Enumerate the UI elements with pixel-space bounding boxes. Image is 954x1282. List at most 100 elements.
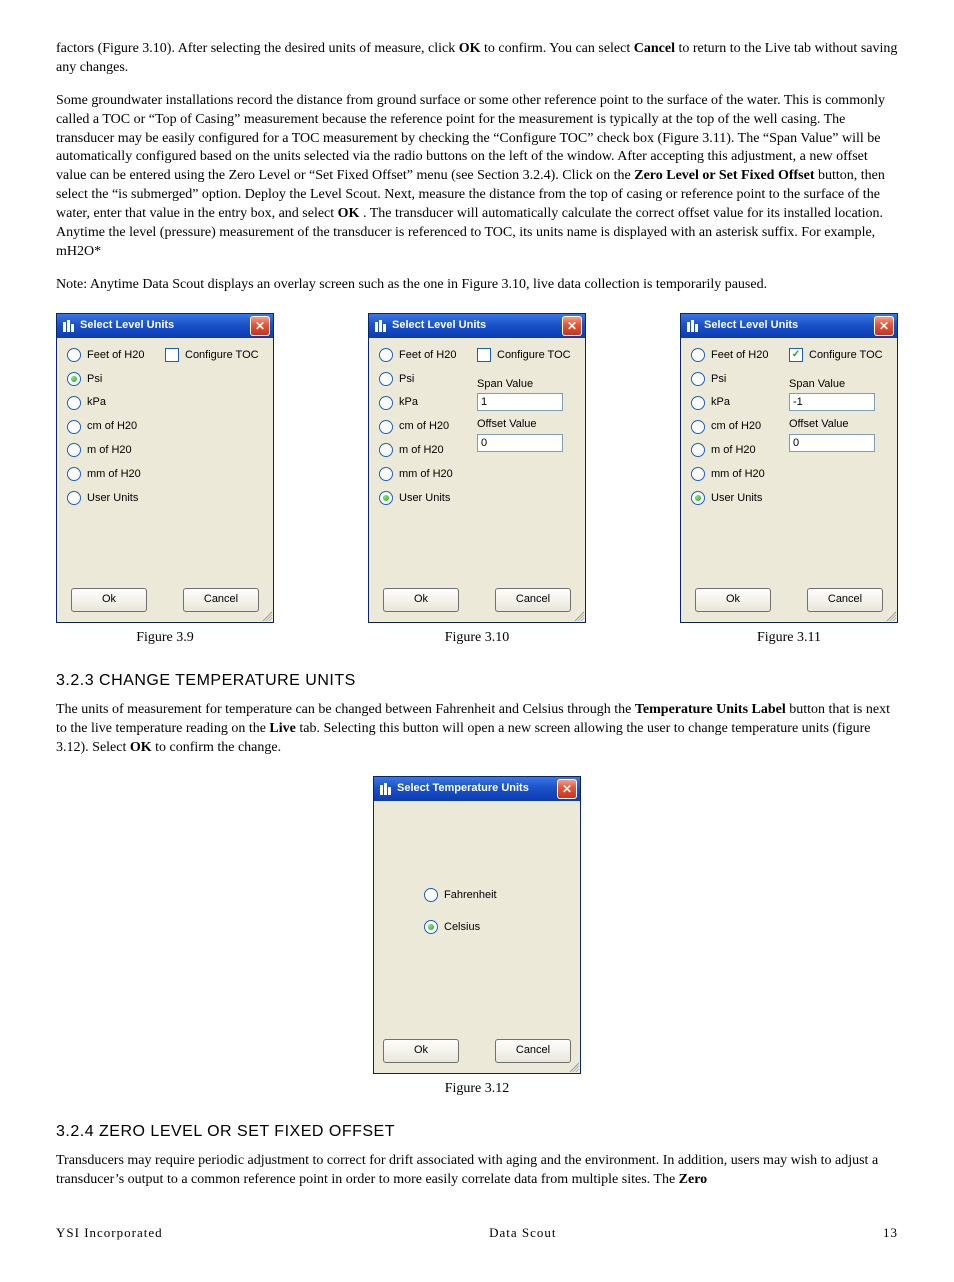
radio-psi[interactable]	[379, 372, 393, 386]
footer-right: 13	[883, 1224, 898, 1242]
radio-kpa[interactable]	[691, 396, 705, 410]
figure-caption: Figure 3.10	[445, 629, 510, 648]
offset-value-input[interactable]	[477, 434, 563, 452]
unit-label: m of H20	[711, 443, 756, 458]
configure-toc-label: Configure TOC	[809, 348, 883, 363]
span-value-input[interactable]	[477, 393, 563, 411]
unit-label: mm of H20	[711, 467, 765, 482]
span-value-input[interactable]	[789, 393, 875, 411]
footer-left: YSI Incorporated	[56, 1224, 163, 1242]
figures-row: Select Level Units ✕ Feet of H20 Psi kPa…	[56, 313, 898, 648]
unit-label: Psi	[711, 372, 726, 387]
radio-feet[interactable]	[691, 348, 705, 362]
paragraph: The units of measurement for temperature…	[56, 701, 898, 758]
radio-kpa[interactable]	[67, 396, 81, 410]
dialog-titlebar: Select Temperature Units ✕	[374, 777, 580, 801]
bold-zero: Zero	[679, 1172, 708, 1187]
unit-label: cm of H20	[87, 419, 137, 434]
ok-button[interactable]: Ok	[383, 1039, 459, 1063]
checkbox-configure-toc[interactable]: ✓	[789, 348, 803, 362]
figure-312: Select Temperature Units ✕ Fahrenheit Ce…	[56, 776, 898, 1099]
unit-label: kPa	[399, 395, 418, 410]
radio-m[interactable]	[379, 443, 393, 457]
resize-grip[interactable]	[567, 1060, 579, 1072]
footer-center: Data Scout	[489, 1224, 556, 1242]
resize-grip[interactable]	[260, 609, 272, 621]
resize-grip[interactable]	[572, 609, 584, 621]
ok-button[interactable]: Ok	[383, 588, 459, 612]
radio-kpa[interactable]	[379, 396, 393, 410]
unit-label: User Units	[87, 491, 138, 506]
app-icon	[379, 782, 393, 796]
cancel-button[interactable]: Cancel	[183, 588, 259, 612]
select-level-units-dialog: Select Level Units ✕ Feet of H20 Psi kPa…	[368, 313, 586, 623]
unit-label: Feet of H20	[87, 348, 144, 363]
unit-label: cm of H20	[711, 419, 761, 434]
cancel-button[interactable]: Cancel	[495, 1039, 571, 1063]
dialog-body: Fahrenheit Celsius	[374, 801, 580, 1029]
radio-user[interactable]	[379, 491, 393, 505]
radio-user[interactable]	[691, 491, 705, 505]
bold-ok: OK	[459, 41, 481, 56]
dialog-title: Select Level Units	[392, 318, 562, 333]
radio-celsius[interactable]	[424, 920, 438, 934]
radio-feet[interactable]	[67, 348, 81, 362]
radio-m[interactable]	[691, 443, 705, 457]
ok-button[interactable]: Ok	[695, 588, 771, 612]
unit-label: Psi	[87, 372, 102, 387]
radio-user[interactable]	[67, 491, 81, 505]
paragraph: factors (Figure 3.10). After selecting t…	[56, 40, 898, 78]
radio-m[interactable]	[67, 443, 81, 457]
close-icon[interactable]: ✕	[557, 779, 577, 799]
close-icon[interactable]: ✕	[562, 316, 582, 336]
select-level-units-dialog: Select Level Units ✕ Feet of H20 Psi kPa…	[56, 313, 274, 623]
dialog-titlebar: Select Level Units ✕	[57, 314, 273, 338]
offset-value-input[interactable]	[789, 434, 875, 452]
unit-label: Feet of H20	[711, 348, 768, 363]
unit-label: kPa	[87, 395, 106, 410]
app-icon	[62, 319, 76, 333]
bold-cancel: Cancel	[634, 41, 675, 56]
radio-mm[interactable]	[67, 467, 81, 481]
radio-mm[interactable]	[691, 467, 705, 481]
text: to confirm. You can select	[484, 41, 634, 56]
unit-label: kPa	[711, 395, 730, 410]
radio-cm[interactable]	[379, 420, 393, 434]
span-value-label: Span Value	[477, 377, 577, 392]
radio-feet[interactable]	[379, 348, 393, 362]
app-icon	[686, 319, 700, 333]
dialog-title: Select Level Units	[704, 318, 874, 333]
text: factors (Figure 3.10). After selecting t…	[56, 41, 459, 56]
figure-39: Select Level Units ✕ Feet of H20 Psi kPa…	[56, 313, 274, 648]
unit-label: mm of H20	[87, 467, 141, 482]
paragraph: Note: Anytime Data Scout displays an ove…	[56, 276, 898, 295]
close-icon[interactable]: ✕	[874, 316, 894, 336]
unit-label: mm of H20	[399, 467, 453, 482]
radio-fahrenheit[interactable]	[424, 888, 438, 902]
app-icon	[374, 319, 388, 333]
close-icon[interactable]: ✕	[250, 316, 270, 336]
radio-psi[interactable]	[67, 372, 81, 386]
dialog-title: Select Level Units	[80, 318, 250, 333]
cancel-button[interactable]: Cancel	[807, 588, 883, 612]
ok-button[interactable]: Ok	[71, 588, 147, 612]
unit-label: m of H20	[87, 443, 132, 458]
dialog-body: Feet of H20 Psi kPa cm of H20 m of H20 m…	[681, 338, 897, 578]
page-footer: YSI Incorporated Data Scout 13	[56, 1224, 898, 1242]
checkbox-configure-toc[interactable]	[477, 348, 491, 362]
dialog-body: Feet of H20 Psi kPa cm of H20 m of H20 m…	[369, 338, 585, 578]
paragraph: Transducers may require periodic adjustm…	[56, 1152, 898, 1190]
radio-psi[interactable]	[691, 372, 705, 386]
radio-cm[interactable]	[67, 420, 81, 434]
configure-toc-label: Configure TOC	[497, 348, 571, 363]
figure-caption: Figure 3.9	[136, 629, 194, 648]
unit-label: User Units	[399, 491, 450, 506]
resize-grip[interactable]	[884, 609, 896, 621]
dialog-titlebar: Select Level Units ✕	[369, 314, 585, 338]
cancel-button[interactable]: Cancel	[495, 588, 571, 612]
configure-toc-label: Configure TOC	[185, 348, 259, 363]
checkbox-configure-toc[interactable]	[165, 348, 179, 362]
bold-zero-level: Zero Level or Set Fixed Offset	[634, 168, 814, 183]
radio-mm[interactable]	[379, 467, 393, 481]
radio-cm[interactable]	[691, 420, 705, 434]
